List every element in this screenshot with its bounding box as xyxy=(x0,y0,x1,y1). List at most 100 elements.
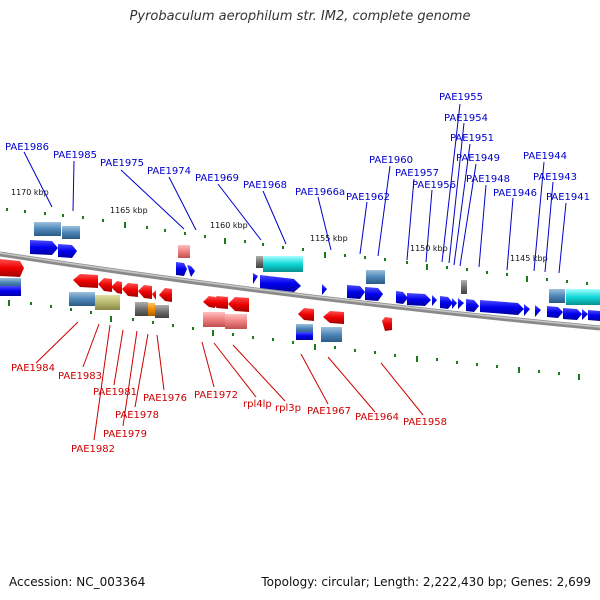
gene-label[interactable]: PAE1964 xyxy=(355,412,399,423)
gene-feature[interactable] xyxy=(549,289,565,303)
gene-label[interactable]: PAE1968 xyxy=(243,180,287,191)
gene-feature[interactable] xyxy=(321,327,342,342)
forward-gene-arrow[interactable] xyxy=(58,244,77,258)
gene-label[interactable]: PAE1941 xyxy=(546,192,590,203)
forward-gene-arrow[interactable] xyxy=(253,273,258,284)
gene-feature[interactable] xyxy=(225,314,247,329)
kbp-tick-label: 1155 kbp xyxy=(310,234,348,243)
forward-gene-arrow[interactable] xyxy=(407,293,431,306)
gene-label[interactable]: PAE1962 xyxy=(346,192,390,203)
genome-backbone-highlight xyxy=(0,252,600,328)
gene-feature[interactable] xyxy=(256,256,264,268)
reverse-gene-arrow[interactable] xyxy=(98,278,112,292)
reverse-gene-arrow[interactable] xyxy=(210,296,228,309)
reverse-callout-lines xyxy=(35,321,424,441)
gene-feature[interactable] xyxy=(34,222,61,236)
gene-label[interactable]: PAE1982 xyxy=(71,444,115,455)
reverse-gene-arrow[interactable] xyxy=(323,311,344,324)
forward-gene-arrow[interactable] xyxy=(176,262,187,276)
gene-label[interactable]: PAE1954 xyxy=(444,113,488,124)
gene-label[interactable]: PAE1943 xyxy=(533,172,577,183)
gene-label[interactable]: PAE1975 xyxy=(100,158,144,169)
forward-gene-arrow[interactable] xyxy=(582,309,588,320)
gene-feature[interactable] xyxy=(62,226,80,239)
forward-gene-arrow[interactable] xyxy=(396,291,408,304)
gene-label[interactable]: PAE1948 xyxy=(466,174,510,185)
gene-label[interactable]: PAE1958 xyxy=(403,417,447,428)
forward-gene-arrow[interactable] xyxy=(322,284,327,295)
gene-label[interactable]: rpl3p xyxy=(275,403,301,414)
gene-feature[interactable] xyxy=(296,332,313,340)
reverse-gene-arrow[interactable] xyxy=(382,317,392,331)
gene-label[interactable]: PAE1972 xyxy=(194,390,238,401)
forward-gene-arrow[interactable] xyxy=(440,296,453,309)
reverse-gene-arrow[interactable] xyxy=(73,274,98,288)
gene-feature[interactable] xyxy=(366,270,385,284)
gene-feature[interactable] xyxy=(0,278,21,287)
forward-gene-arrow[interactable] xyxy=(347,285,365,299)
gene-label[interactable]: PAE1974 xyxy=(147,166,191,177)
gene-label[interactable]: PAE1951 xyxy=(450,133,494,144)
gene-feature[interactable] xyxy=(69,292,95,306)
lower-tick-marks xyxy=(8,300,580,380)
reverse-gene-arrow[interactable] xyxy=(228,297,249,312)
forward-strand-features xyxy=(0,222,600,321)
reverse-gene-arrow[interactable] xyxy=(111,281,122,294)
forward-gene-arrow[interactable] xyxy=(432,295,437,306)
forward-gene-arrow[interactable] xyxy=(30,240,58,255)
gene-label[interactable]: PAE1986 xyxy=(5,142,49,153)
gene-feature[interactable] xyxy=(461,280,467,294)
gene-label[interactable]: PAE1985 xyxy=(53,150,97,161)
gene-label[interactable]: PAE1979 xyxy=(103,429,147,440)
gene-label[interactable]: PAE1955 xyxy=(439,92,483,103)
forward-gene-arrow[interactable] xyxy=(524,304,530,316)
gene-label[interactable]: PAE1966a xyxy=(295,187,345,198)
gene-label[interactable]: PAE1983 xyxy=(58,371,102,382)
gene-feature[interactable] xyxy=(155,305,169,318)
reverse-gene-arrow[interactable] xyxy=(159,288,172,302)
forward-gene-arrow[interactable] xyxy=(187,265,195,277)
gene-feature[interactable] xyxy=(135,302,148,316)
gene-label[interactable]: PAE1969 xyxy=(195,173,239,184)
gene-label[interactable]: PAE1949 xyxy=(456,153,500,164)
gene-feature[interactable] xyxy=(296,324,313,333)
reverse-gene-arrow[interactable] xyxy=(122,283,138,297)
genome-summary-text: Topology: circular; Length: 2,222,430 bp… xyxy=(261,575,591,589)
gene-label[interactable]: PAE1960 xyxy=(369,155,413,166)
gene-label[interactable]: PAE1981 xyxy=(93,387,137,398)
forward-gene-arrow[interactable] xyxy=(452,298,457,309)
reverse-gene-arrow[interactable] xyxy=(203,296,215,308)
forward-gene-arrow[interactable] xyxy=(480,300,524,315)
gene-feature[interactable] xyxy=(203,312,225,327)
reverse-gene-arrow[interactable] xyxy=(138,285,152,299)
kbp-tick-label: 1165 kbp xyxy=(110,206,148,215)
forward-gene-arrow[interactable] xyxy=(535,305,541,317)
gene-label[interactable]: PAE1944 xyxy=(523,151,567,162)
gene-label[interactable]: PAE1976 xyxy=(143,393,187,404)
genome-backbone xyxy=(0,251,600,331)
forward-gene-arrow[interactable] xyxy=(260,275,301,292)
reverse-gene-arrow[interactable] xyxy=(298,308,314,321)
forward-gene-arrow[interactable] xyxy=(365,287,383,301)
gene-feature[interactable] xyxy=(566,289,600,305)
forward-gene-arrow[interactable] xyxy=(458,298,464,309)
gene-feature[interactable] xyxy=(263,256,303,272)
gene-feature[interactable] xyxy=(178,245,190,258)
forward-gene-arrow[interactable] xyxy=(547,306,563,318)
forward-gene-arrow[interactable] xyxy=(563,308,582,320)
reverse-gene-arrow[interactable] xyxy=(152,290,156,300)
gene-label[interactable]: PAE1946 xyxy=(493,188,537,199)
gene-label[interactable]: rpl4lp xyxy=(243,399,272,410)
reverse-gene-arrow[interactable] xyxy=(0,259,24,277)
gene-label[interactable]: PAE1956 xyxy=(412,180,456,191)
gene-feature[interactable] xyxy=(148,303,155,316)
gene-label[interactable]: PAE1984 xyxy=(11,363,55,374)
gene-feature[interactable] xyxy=(0,286,21,296)
forward-gene-arrow[interactable] xyxy=(588,310,600,321)
gene-label[interactable]: PAE1967 xyxy=(307,406,351,417)
gene-feature[interactable] xyxy=(95,295,120,310)
forward-gene-arrow[interactable] xyxy=(466,299,479,312)
gene-label[interactable]: PAE1978 xyxy=(115,410,159,421)
gene-label[interactable]: PAE1957 xyxy=(395,168,439,179)
